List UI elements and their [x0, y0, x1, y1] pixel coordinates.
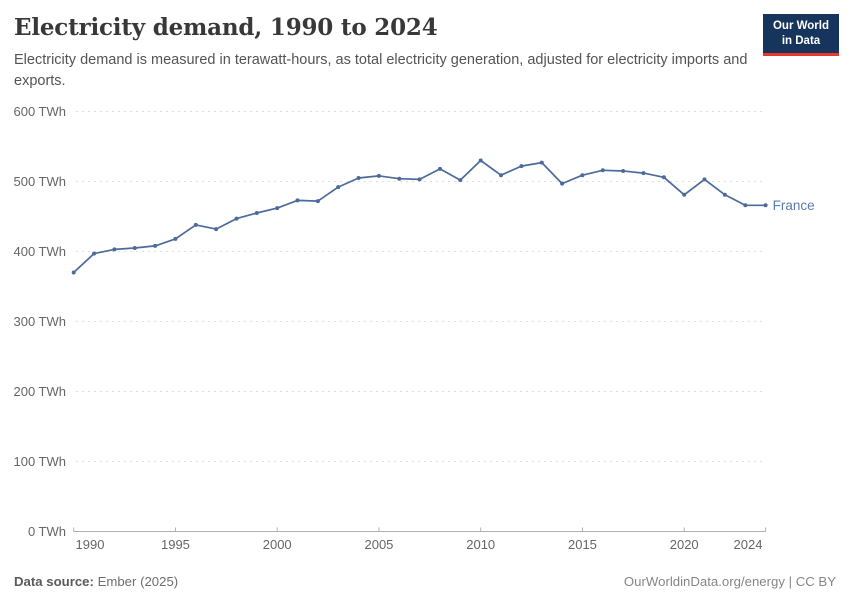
data-point-2021[interactable]: [702, 177, 707, 182]
data-point-1992[interactable]: [112, 247, 117, 252]
y-axis-tick-label: 0 TWh: [28, 524, 66, 539]
data-point-2000[interactable]: [275, 206, 280, 211]
series-label-france[interactable]: France: [773, 198, 815, 213]
y-axis-tick-label: 500 TWh: [13, 174, 66, 189]
x-axis-tick-label: 2005: [364, 537, 393, 552]
data-point-2014[interactable]: [560, 181, 565, 186]
y-axis-tick-label: 600 TWh: [13, 104, 66, 119]
data-point-2006[interactable]: [397, 176, 402, 181]
data-point-1997[interactable]: [214, 227, 219, 232]
data-point-2008[interactable]: [438, 166, 442, 171]
data-point-1998[interactable]: [234, 216, 239, 221]
x-axis-tick-label: 1990: [76, 537, 105, 552]
data-point-2010[interactable]: [478, 158, 483, 163]
data-point-1991[interactable]: [92, 251, 96, 256]
data-point-2003[interactable]: [336, 185, 341, 190]
data-point-1993[interactable]: [132, 246, 137, 250]
x-axis-tick-label: 2024: [734, 537, 763, 552]
owid-logo-line2: in Data: [781, 34, 821, 47]
owid-logo[interactable]: Our World in Data: [763, 14, 839, 56]
x-axis-tick-label: 2000: [263, 537, 292, 552]
data-point-2020[interactable]: [682, 192, 687, 197]
data-point-1990[interactable]: [71, 270, 76, 275]
data-point-2019[interactable]: [661, 175, 666, 180]
data-point-2001[interactable]: [295, 198, 300, 203]
trend-line-france: [73, 159, 766, 274]
data-point-2022[interactable]: [722, 192, 727, 197]
data-point-1994[interactable]: [153, 243, 158, 248]
data-point-2015[interactable]: [580, 173, 585, 178]
data-source: Data source: Ember (2025): [14, 574, 178, 589]
credit-link[interactable]: OurWorldinData.org/energy | CC BY: [623, 574, 836, 589]
data-point-1995[interactable]: [173, 236, 178, 241]
y-axis-tick-label: 200 TWh: [13, 384, 66, 399]
data-point-2007[interactable]: [417, 177, 422, 182]
owid-logo-line1: Our World: [772, 20, 829, 32]
data-point-2009[interactable]: [458, 178, 463, 183]
data-point-1999[interactable]: [254, 211, 259, 215]
chart-footer: Data source: Ember (2025) OurWorldinData…: [14, 574, 836, 589]
x-axis-tick-label: 2015: [568, 537, 597, 552]
data-point-2013[interactable]: [539, 160, 544, 165]
chart-title: Electricity demand, 1990 to 2024: [14, 14, 438, 41]
data-point-1996[interactable]: [193, 222, 198, 227]
data-point-2018[interactable]: [641, 171, 646, 176]
y-axis-tick-label: 400 TWh: [13, 244, 66, 259]
data-point-2011[interactable]: [499, 173, 503, 178]
data-point-2002[interactable]: [315, 199, 320, 204]
data-source-label: Data source:: [14, 574, 94, 589]
x-axis-tick-label: 2010: [466, 537, 495, 552]
data-point-2012[interactable]: [519, 164, 524, 169]
y-axis-tick-label: 100 TWh: [13, 454, 66, 469]
data-source-value: Ember (2025): [97, 574, 179, 589]
y-axis-tick-label: 300 TWh: [13, 314, 66, 329]
data-point-2004[interactable]: [356, 176, 361, 180]
x-axis-tick-label: 2020: [670, 537, 699, 552]
chart-subtitle: Electricity demand is measured in terawa…: [14, 52, 748, 90]
data-point-2005[interactable]: [376, 173, 381, 178]
data-point-2017[interactable]: [621, 169, 626, 173]
data-point-2016[interactable]: [600, 168, 605, 173]
data-point-2023[interactable]: [743, 203, 748, 208]
chart-header: Electricity demand, 1990 to 2024 Our Wor…: [14, 14, 839, 92]
data-point-2024[interactable]: [763, 203, 768, 208]
x-axis-tick-label: 1995: [161, 537, 190, 552]
